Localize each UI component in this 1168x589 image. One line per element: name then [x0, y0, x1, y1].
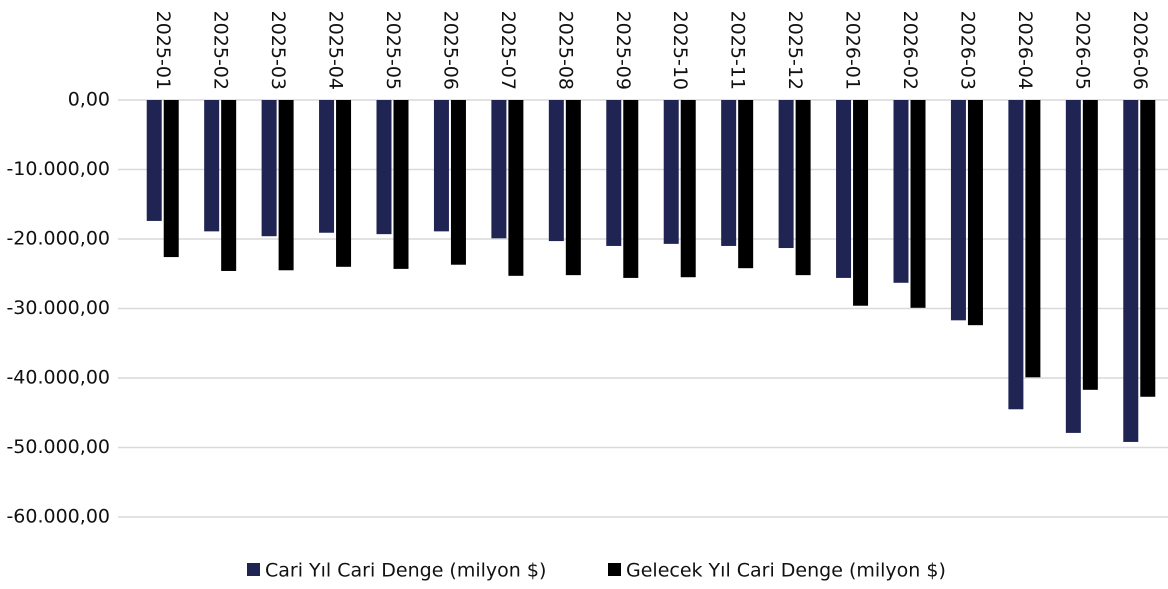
bar	[319, 100, 335, 233]
bar	[548, 100, 564, 242]
x-tick-label: 2025-10	[669, 11, 691, 90]
bar	[606, 100, 622, 246]
bar	[721, 100, 737, 246]
bar	[1123, 100, 1139, 442]
y-tick-label: -30.000,00	[6, 297, 110, 319]
x-tick-label: 2026-05	[1071, 11, 1093, 90]
bar	[450, 100, 466, 265]
bar	[1065, 100, 1081, 433]
bar	[680, 100, 696, 278]
bar	[663, 100, 679, 244]
legend-swatch	[247, 563, 260, 576]
x-tick-label: 2025-04	[325, 11, 347, 90]
y-tick-label: -10.000,00	[6, 158, 110, 180]
x-tick-label: 2025-11	[727, 11, 749, 90]
bar	[778, 100, 794, 249]
x-tick-label: 2026-03	[956, 11, 978, 90]
bar	[836, 100, 852, 278]
bar	[261, 100, 277, 237]
bar	[1082, 100, 1098, 390]
bar	[738, 100, 754, 269]
x-tick-label: 2025-02	[210, 11, 232, 90]
x-tick-label: 2025-01	[152, 11, 174, 90]
x-tick-label: 2026-06	[1129, 11, 1151, 90]
legend-swatch	[608, 563, 621, 576]
x-tick-label: 2025-09	[612, 11, 634, 90]
x-tick-label: 2025-12	[784, 11, 806, 90]
legend-label: Cari Yıl Cari Denge (milyon $)	[265, 560, 546, 582]
bar	[795, 100, 811, 276]
bar	[376, 100, 392, 235]
bar	[853, 100, 869, 306]
y-tick-label: -20.000,00	[6, 228, 110, 250]
x-tick-label: 2025-08	[554, 11, 576, 90]
bar	[163, 100, 179, 258]
x-tick-label: 2025-03	[267, 11, 289, 90]
bar	[508, 100, 524, 276]
y-tick-label: -50.000,00	[6, 436, 110, 458]
x-tick-label: 2025-05	[382, 11, 404, 90]
bar	[146, 100, 162, 221]
bar	[221, 100, 237, 271]
bar	[336, 100, 352, 267]
bar	[950, 100, 966, 321]
legend-label: Gelecek Yıl Cari Denge (milyon $)	[626, 560, 946, 582]
x-tick-label: 2025-06	[439, 11, 461, 90]
bar	[893, 100, 909, 283]
bar	[1008, 100, 1024, 410]
bar	[278, 100, 294, 271]
bar	[565, 100, 581, 276]
x-tick-label: 2026-02	[899, 11, 921, 90]
bar	[967, 100, 983, 326]
bar	[910, 100, 926, 308]
y-tick-label: 0,00	[68, 89, 110, 111]
bar	[623, 100, 639, 278]
bar	[1025, 100, 1041, 378]
bar	[433, 100, 449, 232]
x-tick-label: 2026-01	[842, 11, 864, 90]
bar	[1140, 100, 1156, 397]
y-tick-label: -60.000,00	[6, 506, 110, 528]
bar	[491, 100, 507, 239]
x-tick-label: 2025-07	[497, 11, 519, 90]
y-tick-label: -40.000,00	[6, 367, 110, 389]
bar	[393, 100, 409, 269]
bar	[204, 100, 220, 232]
x-tick-label: 2026-04	[1014, 11, 1036, 90]
